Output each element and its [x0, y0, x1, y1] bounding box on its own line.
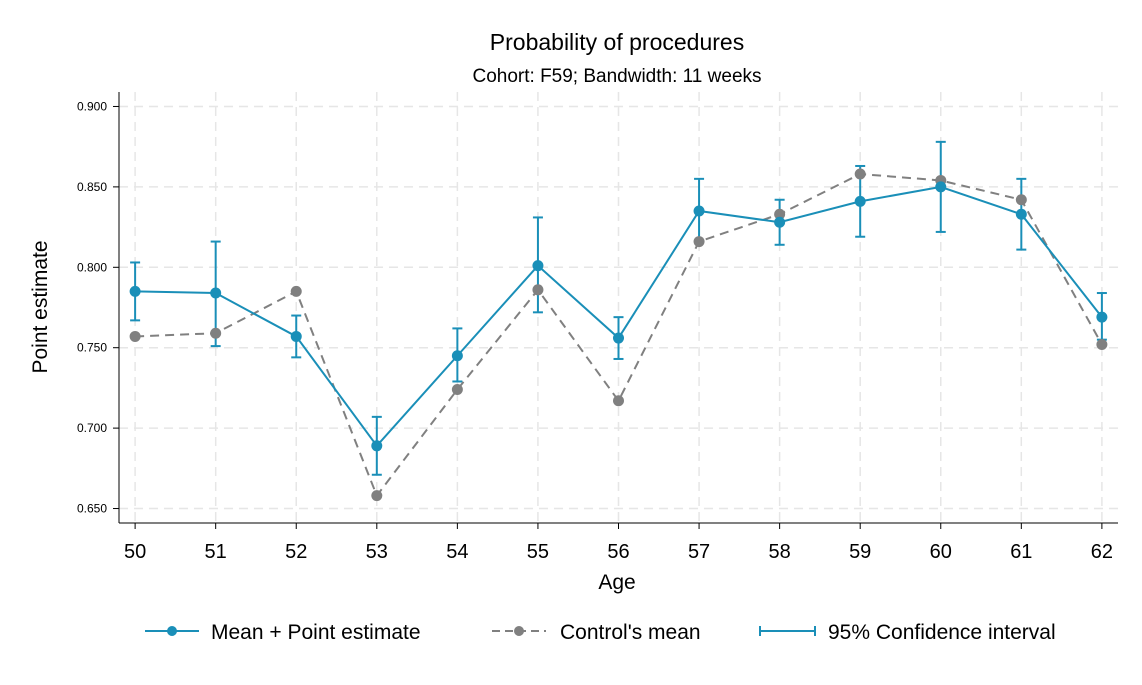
legend-estimate-label: Mean + Point estimate	[211, 621, 421, 644]
legend-control-marker	[514, 626, 524, 636]
x-tick-label-3: 53	[366, 541, 388, 563]
estimate-point-0	[129, 285, 141, 297]
control-point-0	[129, 330, 141, 342]
x-tick-label-8: 58	[769, 541, 791, 563]
estimate-point-5	[532, 260, 544, 272]
control-point-6	[613, 395, 624, 407]
estimate-point-9	[854, 195, 866, 207]
estimate-series	[129, 181, 1108, 452]
x-tick-label-5: 55	[527, 541, 549, 563]
chart-title: Probability of procedures	[490, 29, 744, 55]
y-tick-label-3: 0.800	[77, 260, 107, 274]
estimate-point-4	[451, 350, 463, 362]
control-point-11	[1015, 194, 1027, 206]
control-point-4	[451, 384, 463, 396]
legend-item-estimate: Mean + Point estimate	[145, 621, 421, 644]
legend-estimate-marker	[167, 626, 177, 636]
control-point-7	[693, 236, 705, 248]
control-point-2	[290, 285, 302, 297]
y-tick-label-2: 0.750	[77, 341, 107, 355]
legend: Mean + Point estimate Control's mean 95%…	[145, 621, 1056, 644]
estimate-point-3	[371, 440, 383, 452]
estimate-point-6	[613, 332, 624, 344]
estimate-point-11	[1015, 208, 1027, 220]
x-tick-label-9: 59	[849, 541, 871, 563]
x-tick-label-6: 56	[607, 541, 629, 563]
x-tick-label-0: 50	[124, 541, 146, 563]
legend-ci-label: 95% Confidence interval	[828, 621, 1056, 644]
y-tick-label-1: 0.700	[77, 421, 107, 435]
y-tick-label-4: 0.850	[77, 180, 107, 194]
control-point-1	[210, 327, 222, 339]
tick-labels: 0.650 0.700 0.750 0.800 0.850 0.900 50 51 52 53 54…	[77, 99, 1113, 563]
x-tick-label-12: 62	[1091, 541, 1113, 563]
y-tick-label-5: 0.900	[77, 99, 107, 113]
estimate-point-2	[290, 330, 302, 342]
estimate-point-8	[774, 216, 786, 228]
chart-subtitle: Cohort: F59; Bandwidth: 11 weeks	[472, 66, 761, 87]
x-tick-label-11: 61	[1010, 541, 1032, 563]
estimate-point-1	[210, 287, 222, 299]
control-point-3	[371, 490, 383, 502]
control-point-12	[1096, 338, 1108, 350]
x-tick-label-4: 54	[446, 541, 468, 563]
x-tick-label-2: 52	[285, 541, 307, 563]
estimate-point-10	[935, 181, 947, 193]
legend-item-ci: 95% Confidence interval	[759, 621, 1056, 644]
grid-lines	[119, 92, 1118, 523]
legend-item-control: Control's mean	[492, 621, 701, 644]
y-tick-label-0: 0.650	[77, 502, 107, 516]
control-point-8	[774, 208, 786, 220]
estimate-point-12	[1096, 311, 1108, 323]
x-axis-label: Age	[598, 571, 635, 594]
x-tick-label-7: 57	[688, 541, 710, 563]
control-point-5	[532, 284, 544, 296]
legend-control-label: Control's mean	[560, 621, 701, 644]
y-axis-label: Point estimate	[29, 240, 52, 373]
x-tick-label-10: 60	[930, 541, 952, 563]
x-tick-label-1: 51	[205, 541, 227, 563]
control-point-9	[854, 168, 866, 180]
estimate-point-7	[693, 205, 705, 217]
